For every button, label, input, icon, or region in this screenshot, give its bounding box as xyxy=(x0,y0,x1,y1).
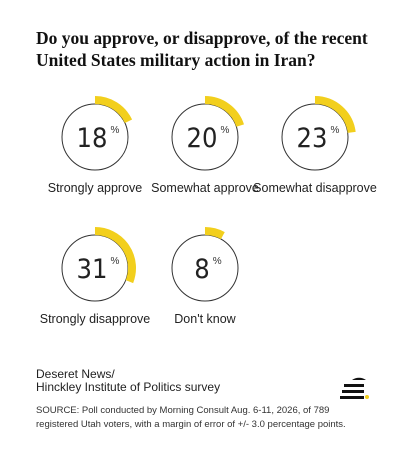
category-label: Strongly approve xyxy=(48,181,143,195)
unit-label: % xyxy=(330,125,339,136)
category-label: Somewhat approve xyxy=(151,181,259,195)
logo xyxy=(340,377,369,399)
unit-label: % xyxy=(110,256,119,267)
gauge-arc xyxy=(94,96,133,124)
chart-title: Do you approve, or disapprove, of the re… xyxy=(36,28,368,48)
chart-title: United States military action in Iran? xyxy=(36,50,316,70)
gauge-arc xyxy=(204,227,225,240)
gauge-arc xyxy=(204,96,244,127)
value-label: 31 xyxy=(77,254,108,285)
value-label: 8 xyxy=(194,254,209,285)
unit-label: % xyxy=(213,256,222,267)
value-label: 18 xyxy=(77,123,108,154)
gauge-arc xyxy=(94,227,136,284)
source: Hinckley Institute of Politics survey xyxy=(36,380,220,394)
unit-label: % xyxy=(110,125,119,136)
note: registered Utah voters, with a margin of… xyxy=(36,419,346,430)
category-label: Don't know xyxy=(174,312,236,326)
value-label: 23 xyxy=(297,123,328,154)
category-label: Somewhat disapprove xyxy=(253,181,377,195)
note: SOURCE: Poll conducted by Morning Consul… xyxy=(36,405,329,416)
gauge-arc xyxy=(314,96,356,134)
unit-label: % xyxy=(220,125,229,136)
value-label: 20 xyxy=(187,123,218,154)
category-label: Strongly disapprove xyxy=(40,312,151,326)
source: Deseret News/ xyxy=(36,367,115,381)
